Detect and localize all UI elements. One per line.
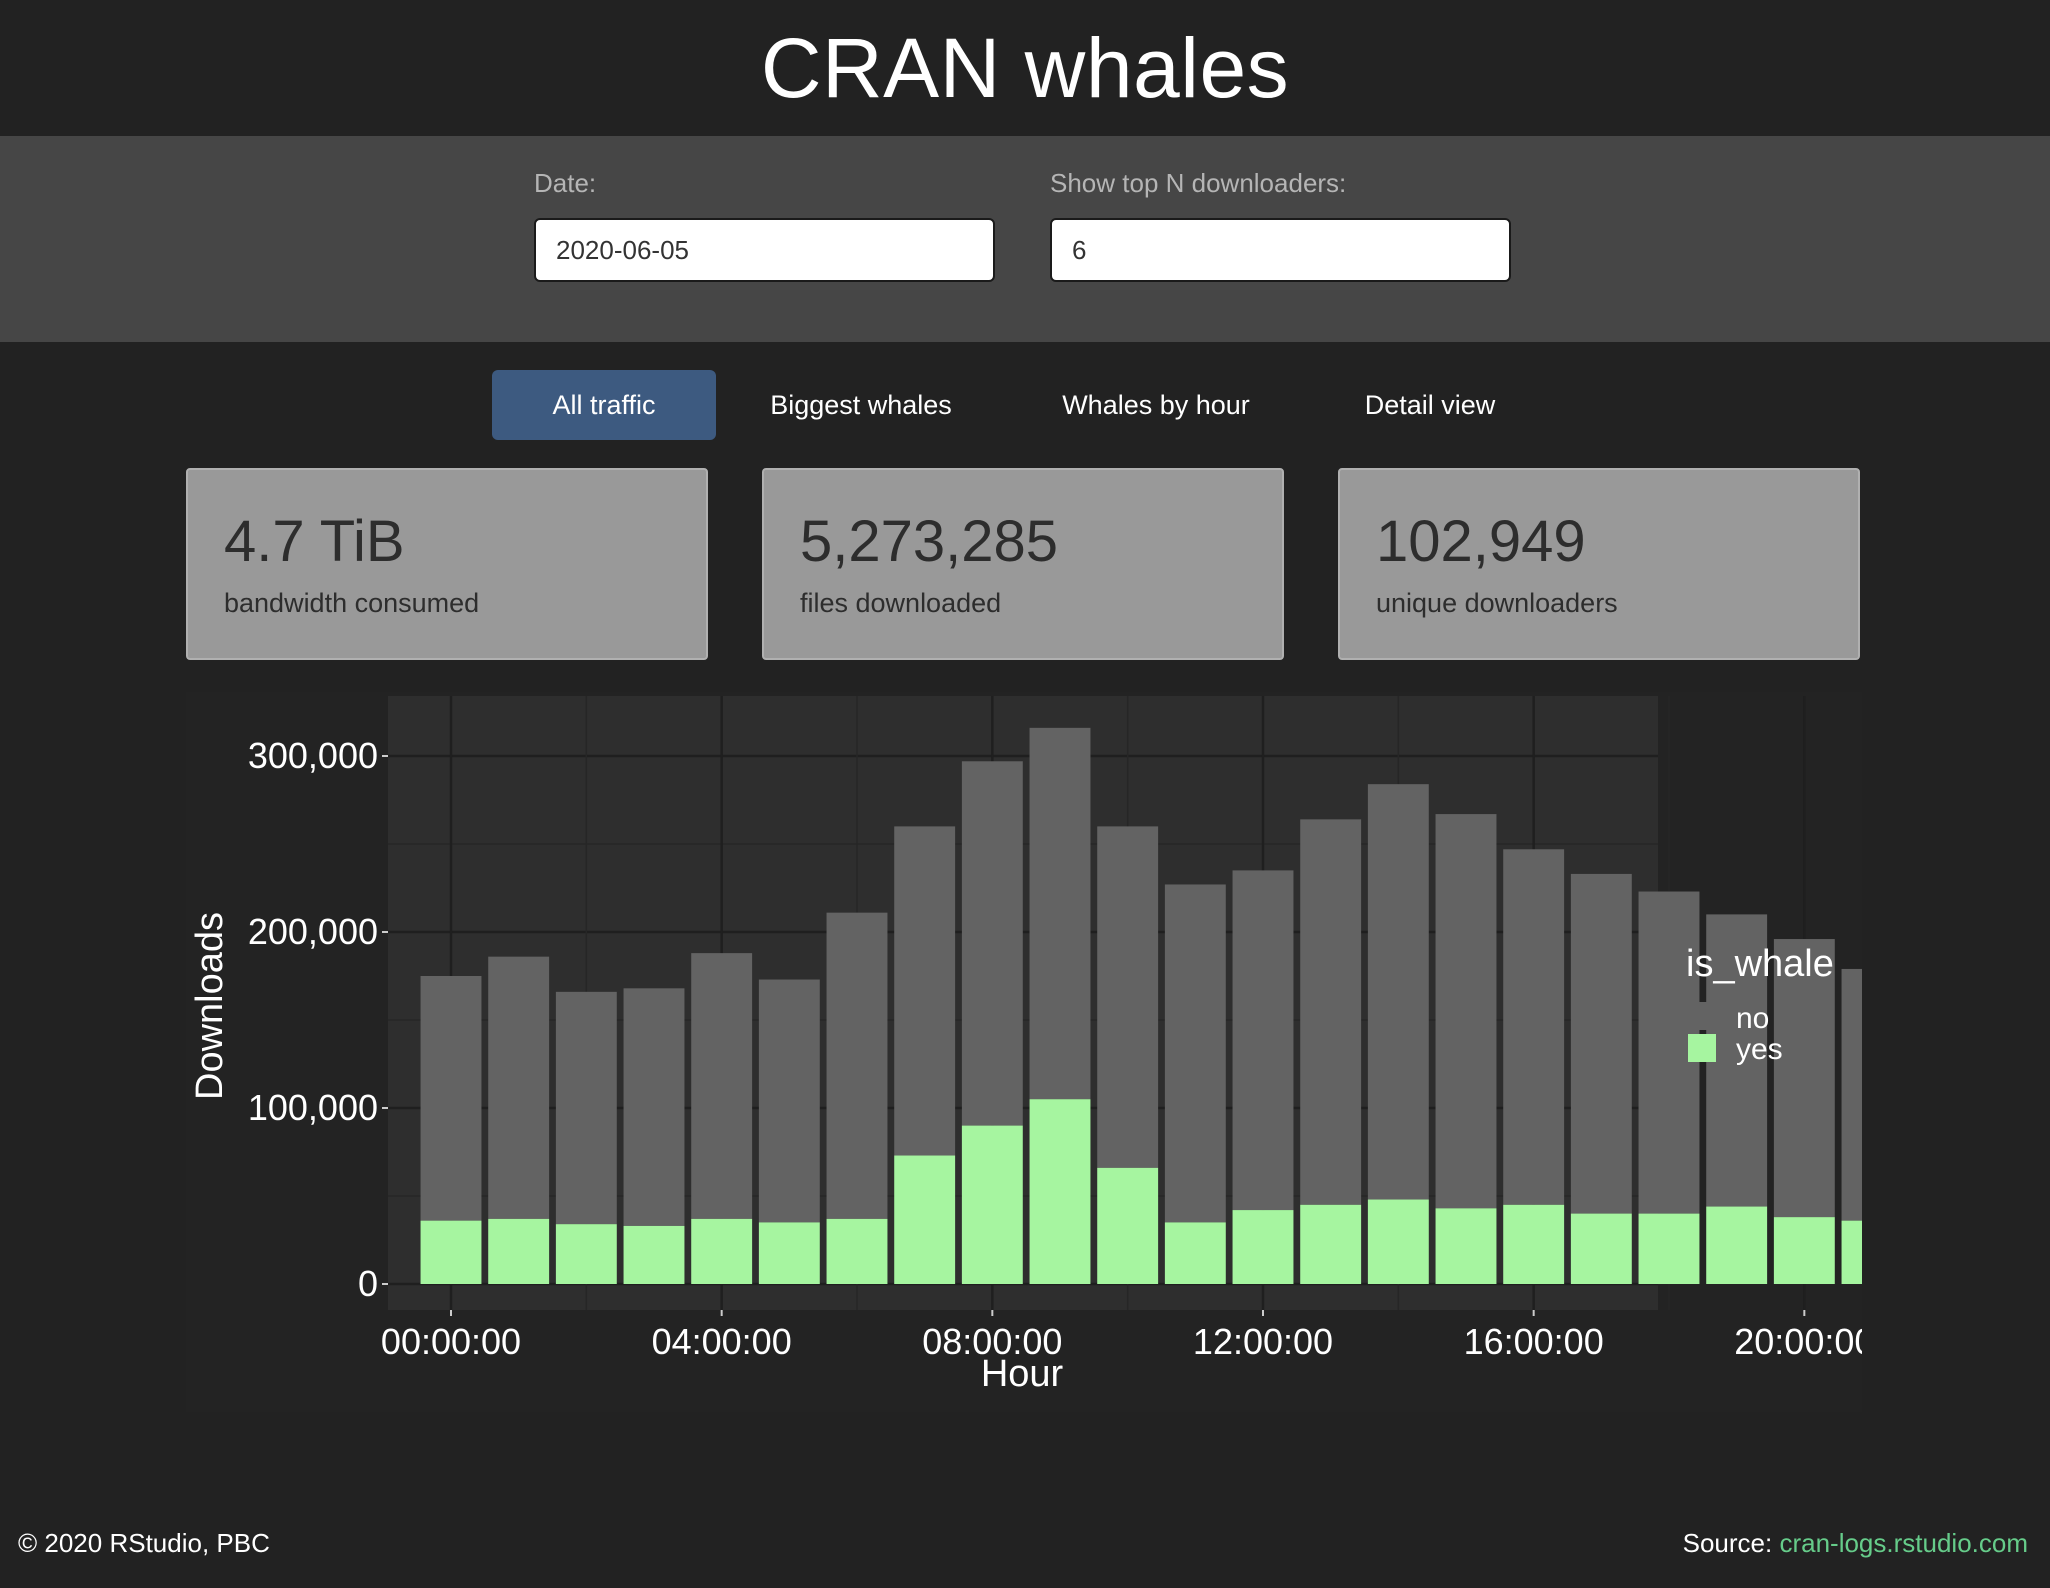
- bar-no: [1232, 870, 1294, 1211]
- bar-no: [1570, 873, 1632, 1214]
- bar-no: [1706, 914, 1768, 1207]
- bar-no: [691, 953, 753, 1219]
- y-axis-title: Downloads: [189, 912, 231, 1100]
- x-axis-title: Hour: [981, 1353, 1064, 1395]
- x-tick-label: 00:00:00: [381, 1321, 521, 1362]
- files-value: 5,273,285: [800, 509, 1059, 574]
- y-tick-label: 0: [358, 1263, 378, 1304]
- x-tick-label: 20:00:00: [1734, 1321, 1862, 1362]
- bandwidth-value: 4.7 TiB: [224, 509, 405, 574]
- app-header: CRAN whales: [0, 0, 2050, 136]
- bar-no: [826, 912, 888, 1219]
- tab-bar: All traffic Biggest whales Whales by hou…: [0, 370, 2050, 440]
- bar-no: [1029, 727, 1091, 1100]
- bar-yes: [758, 1222, 820, 1284]
- bars: [420, 727, 2038, 1284]
- bar-no: [1503, 849, 1565, 1205]
- downloaders-card: 102,949 unique downloaders: [1338, 468, 1860, 660]
- bar-yes: [1773, 1217, 1835, 1284]
- bar-yes: [1841, 1220, 1903, 1284]
- files-label: files downloaded: [800, 588, 1002, 618]
- bar-yes: [1638, 1213, 1700, 1284]
- bar-no: [1300, 819, 1362, 1205]
- bar-yes: [623, 1225, 685, 1284]
- downloads-chart-svg: 0 100,000 200,000 300,000 00:00:00 04:00:00 08…: [189, 696, 2050, 1395]
- bar-yes: [1232, 1210, 1294, 1284]
- bar-no: [894, 826, 956, 1156]
- bar-yes: [1029, 1099, 1091, 1284]
- source-link[interactable]: cran-logs.rstudio.com: [1779, 1528, 2028, 1558]
- tab-all-traffic[interactable]: All traffic: [492, 370, 716, 440]
- bar-no: [1773, 939, 1835, 1218]
- topn-input[interactable]: [1050, 218, 1511, 282]
- bar-yes: [894, 1155, 956, 1284]
- tab-detail-view[interactable]: Detail view: [1364, 390, 1496, 420]
- source-label: Source:: [1682, 1528, 1780, 1558]
- downloaders-value: 102,949: [1376, 509, 1586, 574]
- bar-no: [1097, 826, 1159, 1168]
- bar-no: [1841, 968, 1903, 1221]
- x-tick-label: 12:00:00: [1193, 1321, 1333, 1362]
- bar-yes: [1706, 1206, 1768, 1284]
- source-note: Source: cran-logs.rstudio.com: [1683, 1528, 2028, 1559]
- bar-yes: [961, 1125, 1023, 1284]
- page-title: CRAN whales: [760, 20, 1290, 115]
- bar-no: [758, 979, 820, 1223]
- downloads-chart: 0 100,000 200,000 300,000 00:00:00 04:00:00 08…: [186, 692, 2050, 1412]
- tab-biggest-whales[interactable]: Biggest whales: [770, 390, 952, 420]
- date-label: Date:: [534, 168, 597, 198]
- legend-label-yes: yes: [1736, 1033, 1783, 1066]
- bar-no: [488, 956, 550, 1219]
- bar-yes: [1300, 1204, 1362, 1284]
- topn-label: Show top N downloaders:: [1050, 168, 1347, 198]
- x-tick-label: 08:00:00: [922, 1321, 1062, 1362]
- legend-title: is_whale: [1686, 943, 1834, 985]
- bar-no: [555, 991, 617, 1225]
- bandwidth-label: bandwidth consumed: [224, 588, 480, 618]
- bar-yes: [488, 1218, 550, 1284]
- bar-no: [1435, 814, 1497, 1209]
- bandwidth-card: 4.7 TiB bandwidth consumed: [186, 468, 708, 660]
- bar-yes: [1097, 1167, 1159, 1284]
- bar-yes: [555, 1224, 617, 1284]
- legend-swatch-yes: [1688, 1034, 1716, 1062]
- copyright: © 2020 RStudio, PBC: [18, 1528, 270, 1558]
- bar-no: [623, 988, 685, 1226]
- controls-panel: Date: Show top N downloaders:: [0, 136, 2050, 342]
- files-card: 5,273,285 files downloaded: [762, 468, 1284, 660]
- bar-no: [420, 976, 482, 1221]
- y-tick-label: 100,000: [248, 1087, 378, 1128]
- bar-yes: [1164, 1222, 1226, 1284]
- bar-yes: [826, 1218, 888, 1284]
- date-input[interactable]: [534, 218, 995, 282]
- tab-whales-by-hour[interactable]: Whales by hour: [1062, 390, 1250, 420]
- y-tick-label: 200,000: [248, 911, 378, 952]
- y-tick-label: 300,000: [248, 735, 378, 776]
- bar-yes: [1503, 1204, 1565, 1284]
- bar-yes: [1367, 1199, 1429, 1284]
- bar-yes: [1570, 1213, 1632, 1284]
- bar-yes: [691, 1218, 753, 1284]
- bar-no: [1367, 784, 1429, 1200]
- bar-no: [961, 761, 1023, 1126]
- legend-label-no: no: [1736, 1002, 1769, 1035]
- downloaders-label: unique downloaders: [1376, 588, 1618, 618]
- bar-yes: [420, 1220, 482, 1284]
- bar-yes: [1435, 1208, 1497, 1284]
- bar-no: [1164, 884, 1226, 1223]
- legend-swatch-no: [1688, 1002, 1716, 1030]
- x-tick-label: 04:00:00: [652, 1321, 792, 1362]
- x-tick-label: 16:00:00: [1464, 1321, 1604, 1362]
